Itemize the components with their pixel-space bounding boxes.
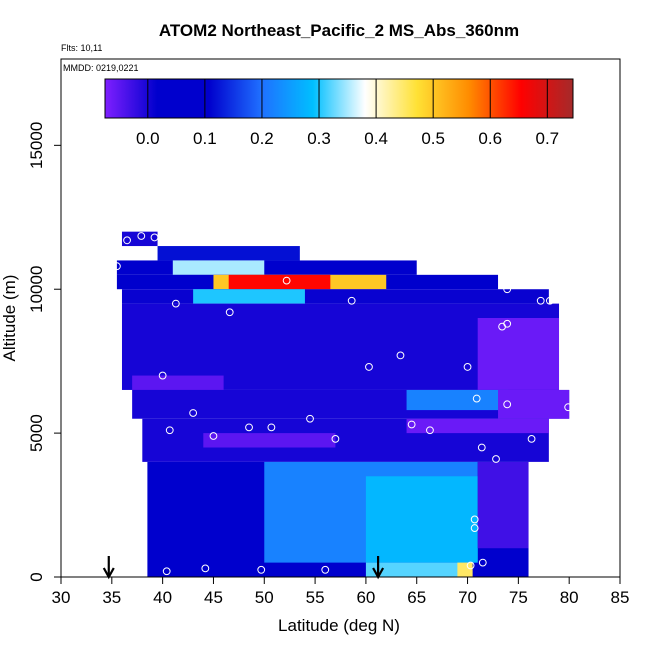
sample-point — [306, 414, 314, 423]
heatmap-region — [116, 260, 417, 275]
y-axis-label: Altitude (m) — [0, 275, 19, 362]
arrow-markers — [102, 556, 385, 580]
sample-point — [503, 285, 512, 294]
sample-point — [150, 233, 159, 242]
sample-point — [564, 403, 573, 412]
x-tick-label: 55 — [306, 588, 325, 607]
down-arrow-icon — [102, 556, 115, 580]
x-axis: 30 35 40 45 50 55 60 65 70 75 80 85 — [52, 577, 630, 607]
x-tick-label: 40 — [153, 588, 172, 607]
colorbar-tick-label: 0.0 — [136, 129, 160, 148]
sample-point — [189, 409, 198, 417]
heatmap-region — [365, 476, 478, 563]
x-tick-label: 85 — [611, 588, 630, 607]
sample-point — [441, 265, 450, 273]
x-tick-label: 70 — [458, 588, 477, 607]
sample-point — [492, 455, 500, 463]
sample-point — [123, 236, 131, 245]
sample-point — [478, 558, 487, 567]
y-tick-label: 10000 — [27, 266, 46, 313]
sample-points — [113, 232, 573, 576]
sample-point — [347, 296, 356, 305]
y-tick-label: 5000 — [27, 414, 46, 452]
sample-point — [407, 420, 416, 429]
x-tick-label: 30 — [52, 588, 71, 607]
heatmap-region — [172, 260, 265, 275]
heatmap-region — [157, 246, 300, 261]
heatmap-region — [121, 289, 549, 304]
colorbar-tick-label: 0.5 — [421, 129, 445, 148]
x-tick-label: 60 — [356, 588, 375, 607]
heatmap-region — [132, 375, 224, 390]
heatmap-region — [498, 389, 570, 419]
y-tick-label: 15000 — [27, 122, 46, 169]
sample-point — [225, 308, 234, 317]
y-axis: 0 5000 10000 15000 — [27, 122, 61, 582]
plot-frame — [60, 58, 621, 578]
sample-point — [466, 561, 475, 570]
sample-point — [545, 296, 554, 305]
down-arrow-icon — [372, 556, 385, 580]
sample-point — [158, 371, 167, 380]
sample-point — [477, 443, 486, 452]
x-tick-label: 75 — [509, 588, 528, 607]
colorbar-tick-label: 0.2 — [250, 129, 274, 148]
sample-point — [137, 232, 146, 240]
sample-point — [536, 296, 545, 305]
colorbar-gradient — [104, 78, 574, 119]
heatmap-region — [365, 562, 468, 577]
sample-point — [503, 319, 512, 328]
sample-point — [426, 426, 434, 435]
chart-title: ATOM2 Northeast_Pacific_2 MS_Abs_360nm — [159, 21, 519, 40]
sample-point — [503, 400, 512, 409]
x-tick-label: 45 — [204, 588, 223, 607]
heatmap-region — [203, 433, 336, 448]
sample-point — [321, 565, 330, 574]
sample-point — [257, 565, 266, 574]
sample-point — [282, 276, 291, 285]
colorbar-tick-label: 0.4 — [364, 129, 388, 148]
heatmap-region — [193, 289, 305, 304]
sample-point — [472, 394, 481, 403]
sample-point — [470, 524, 479, 532]
heatmap-region — [457, 562, 473, 577]
sample-point — [171, 299, 180, 308]
x-tick-label: 35 — [102, 588, 121, 607]
sample-point — [527, 434, 536, 443]
sample-point — [267, 423, 276, 432]
sample-point — [201, 564, 210, 573]
heatmap-region — [406, 389, 509, 411]
colorbar-ticks: 0.0 0.1 0.2 0.3 0.4 0.5 0.6 0.7 — [136, 79, 559, 148]
sample-point — [365, 363, 373, 371]
sample-point — [245, 423, 253, 432]
colorbar: 0.0 0.1 0.2 0.3 0.4 0.5 0.6 0.7 — [104, 78, 574, 148]
x-axis-label: Latitude (deg N) — [278, 616, 400, 635]
x-tick-label: 50 — [255, 588, 274, 607]
sample-point — [113, 262, 121, 271]
mmdd-label: MMDD: 0219,0221 — [63, 63, 139, 73]
sample-point — [396, 351, 405, 360]
flights-label: Flts: 10,11 — [61, 43, 102, 53]
sample-point — [162, 567, 171, 576]
sample-point — [165, 426, 174, 435]
sample-point — [331, 434, 340, 443]
heatmap-region — [477, 461, 529, 549]
colorbar-tick-label: 0.3 — [307, 129, 331, 148]
y-tick-label: 0 — [27, 572, 46, 581]
colorbar-tick-label: 0.6 — [478, 129, 502, 148]
colorbar-tick-label: 0.1 — [193, 129, 217, 148]
heatmap-region — [477, 318, 560, 390]
sample-point — [463, 363, 472, 371]
sample-point — [470, 515, 479, 524]
heatmap-region — [406, 418, 549, 434]
x-tick-label: 80 — [560, 588, 579, 607]
colorbar-tick-label: 0.7 — [535, 129, 559, 148]
heatmap-region — [228, 274, 331, 290]
sample-point — [209, 432, 218, 440]
heatmap-cells — [116, 231, 570, 577]
x-tick-label: 65 — [407, 588, 426, 607]
